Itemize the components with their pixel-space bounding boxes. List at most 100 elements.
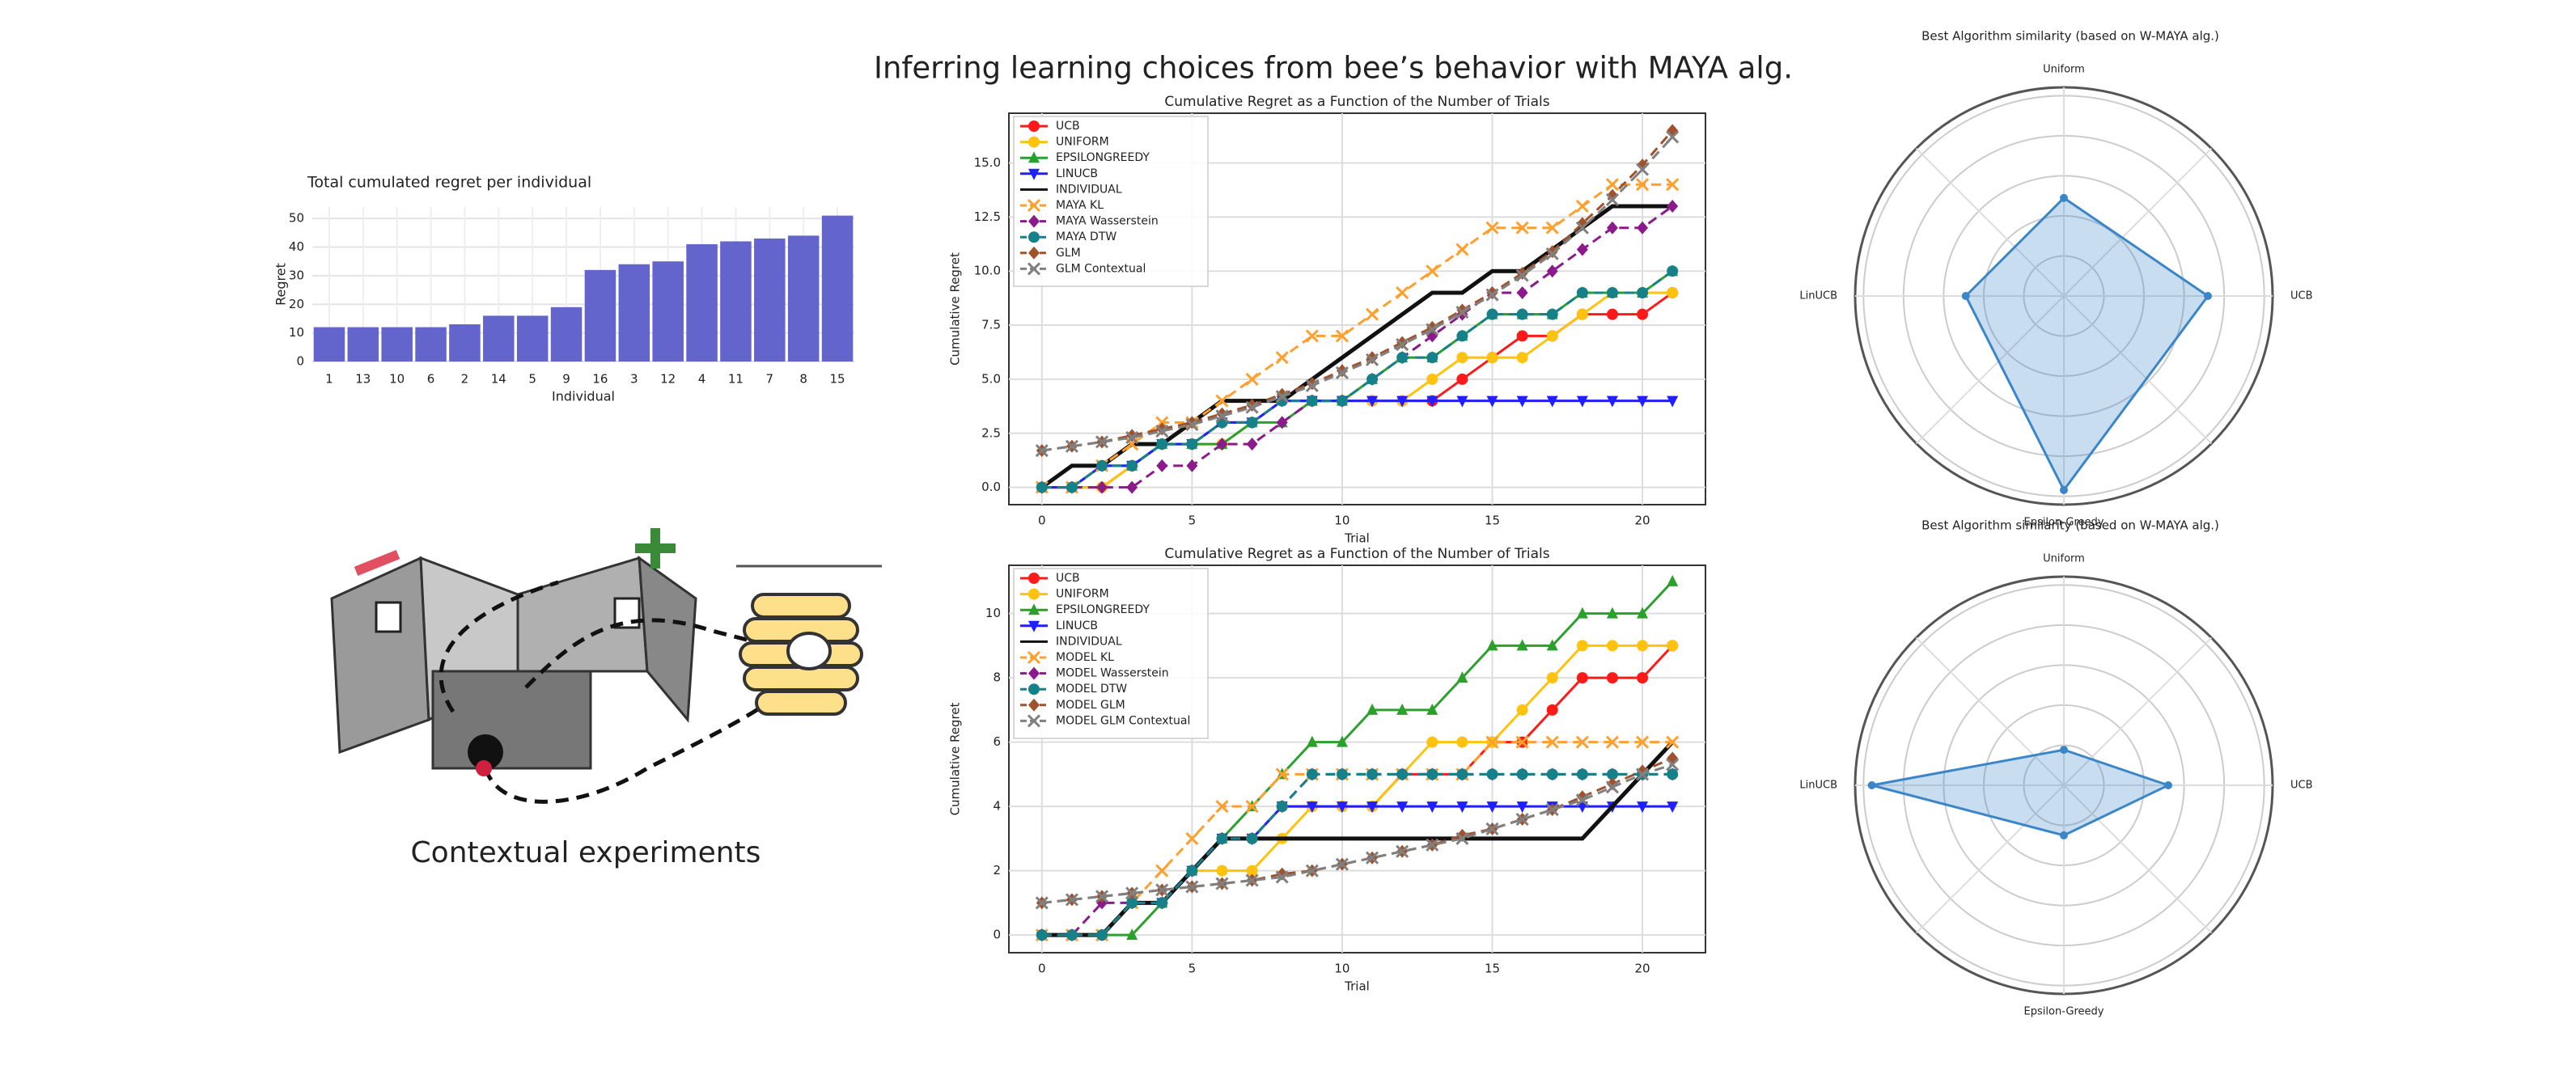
series-line bbox=[1041, 269, 1674, 489]
marker bbox=[1667, 640, 1679, 652]
marker bbox=[1546, 768, 1558, 780]
x-tick-label: 20 bbox=[1635, 514, 1650, 528]
y-tick-label: 2.5 bbox=[981, 425, 1001, 440]
marker bbox=[1667, 395, 1679, 408]
marker bbox=[1156, 897, 1168, 909]
marker bbox=[1486, 308, 1498, 320]
marker bbox=[1186, 865, 1198, 877]
radar-axis-label: Uniform bbox=[2043, 64, 2085, 76]
marker bbox=[1028, 121, 1040, 132]
x-tick-label: 13 bbox=[355, 372, 371, 387]
chart-title: Cumulative Regret as a Function of the N… bbox=[1164, 94, 1549, 110]
marker bbox=[1606, 308, 1618, 320]
marker bbox=[1336, 801, 1348, 814]
marker bbox=[1486, 352, 1498, 364]
marker bbox=[1246, 416, 1258, 429]
marker bbox=[1126, 480, 1138, 494]
legend-label: UCB bbox=[1056, 120, 1080, 133]
y-tick-label: 12.5 bbox=[974, 209, 1001, 224]
legend-label: MODEL GLM Contextual bbox=[1056, 714, 1190, 727]
y-tick-label: 10 bbox=[289, 325, 304, 340]
marker bbox=[1485, 221, 1499, 235]
marker bbox=[1666, 130, 1680, 144]
y-tick-label: 5.0 bbox=[981, 371, 1001, 386]
marker bbox=[1245, 873, 1259, 887]
marker bbox=[1637, 308, 1649, 320]
marker bbox=[1096, 480, 1108, 494]
marker bbox=[1667, 265, 1679, 277]
x-tick-label: 5 bbox=[1188, 514, 1197, 528]
x-tick-label: 8 bbox=[799, 372, 807, 387]
y-tick-label: 4 bbox=[993, 799, 1001, 814]
marker bbox=[1365, 307, 1379, 321]
marker bbox=[1516, 704, 1528, 716]
marker bbox=[1216, 407, 1228, 421]
x-tick-label: 15 bbox=[1485, 962, 1500, 976]
marker bbox=[1546, 704, 1558, 716]
marker bbox=[1396, 844, 1409, 858]
x-tick-label: 5 bbox=[528, 372, 536, 387]
marker bbox=[1576, 607, 1588, 619]
marker bbox=[1245, 372, 1259, 386]
marker bbox=[1215, 394, 1229, 408]
marker bbox=[1185, 418, 1199, 432]
x-tick-label: 5 bbox=[1188, 962, 1197, 976]
y-axis-label: Cumulative Regret bbox=[948, 252, 963, 366]
x-tick-label: 15 bbox=[1485, 514, 1500, 528]
chart-title: Best Algorithm similarity (based on W-MA… bbox=[1921, 29, 2219, 44]
marker bbox=[1275, 351, 1289, 365]
y-tick-label: 20 bbox=[289, 297, 304, 311]
marker bbox=[1027, 714, 1041, 728]
y-tick-label: 0 bbox=[296, 354, 304, 369]
x-tick-label: 0 bbox=[1038, 514, 1046, 528]
marker bbox=[1028, 698, 1040, 712]
y-tick-label: 10.0 bbox=[974, 264, 1001, 278]
marker bbox=[1027, 198, 1041, 213]
marker bbox=[1396, 801, 1409, 814]
marker bbox=[1028, 683, 1040, 696]
bar bbox=[415, 327, 447, 362]
marker bbox=[1606, 607, 1618, 619]
marker bbox=[1456, 768, 1468, 780]
x-tick-label: 14 bbox=[491, 372, 506, 387]
marker bbox=[1215, 409, 1229, 423]
marker bbox=[1396, 395, 1409, 408]
marker bbox=[1635, 767, 1650, 781]
marker bbox=[1637, 640, 1649, 652]
marker bbox=[1605, 178, 1620, 192]
series-line bbox=[1041, 136, 1674, 452]
series-line bbox=[1041, 772, 1673, 937]
marker bbox=[1096, 929, 1108, 941]
x-tick-label: 2 bbox=[461, 372, 469, 387]
bar bbox=[516, 315, 549, 362]
marker bbox=[1486, 801, 1498, 814]
marker bbox=[1576, 672, 1588, 684]
x-tick-label: 3 bbox=[630, 372, 638, 387]
y-tick-label: 0.0 bbox=[981, 480, 1001, 494]
marker bbox=[1516, 395, 1528, 408]
marker bbox=[1027, 262, 1041, 276]
legend-label: GLM bbox=[1056, 247, 1081, 260]
marker bbox=[1245, 400, 1259, 414]
spoke bbox=[2063, 295, 2213, 445]
marker bbox=[1606, 221, 1618, 235]
marker bbox=[1028, 603, 1040, 615]
marker bbox=[1516, 285, 1528, 299]
legend-box bbox=[1013, 116, 1209, 287]
spoke bbox=[1915, 784, 2065, 934]
marker bbox=[1667, 768, 1679, 780]
marker bbox=[1546, 639, 1558, 651]
marker bbox=[1515, 221, 1529, 235]
marker bbox=[1028, 136, 1040, 148]
marker bbox=[1155, 883, 1169, 897]
x-tick-label: 9 bbox=[562, 372, 570, 387]
legend-label: MODEL DTW bbox=[1056, 683, 1127, 696]
marker bbox=[1576, 308, 1588, 320]
legend-label: INDIVIDUAL bbox=[1056, 635, 1122, 648]
x-axis-label: Trial bbox=[1344, 531, 1370, 546]
bar bbox=[754, 238, 786, 362]
marker bbox=[1426, 323, 1439, 336]
marker bbox=[1575, 221, 1589, 235]
marker bbox=[1576, 217, 1588, 230]
